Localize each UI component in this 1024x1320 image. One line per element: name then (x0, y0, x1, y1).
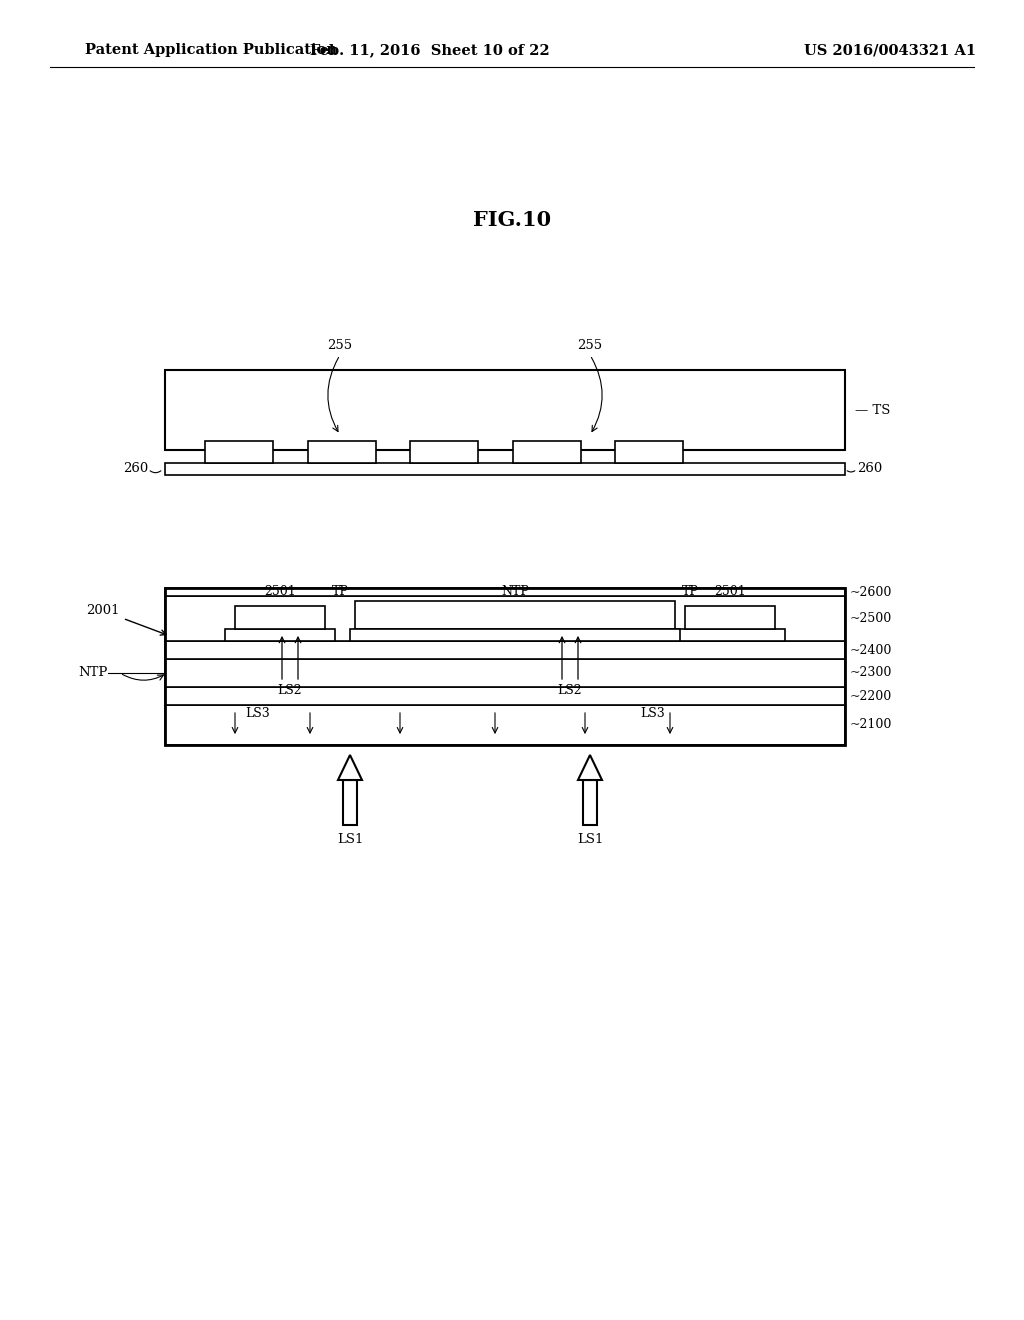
Text: NTP: NTP (79, 667, 108, 680)
Bar (225, 630, 335, 642)
Text: US 2016/0043321 A1: US 2016/0043321 A1 (804, 44, 976, 57)
Text: LS1: LS1 (577, 833, 603, 846)
Bar (308, 441, 376, 463)
Text: Feb. 11, 2016  Sheet 10 of 22: Feb. 11, 2016 Sheet 10 of 22 (310, 44, 550, 57)
Text: ~2300: ~2300 (850, 667, 892, 680)
Bar (350, 630, 680, 642)
Bar (583, 780, 597, 825)
Text: LS3: LS3 (245, 708, 269, 719)
Bar (675, 630, 785, 642)
Text: 255: 255 (328, 339, 352, 352)
Bar (410, 441, 478, 463)
Bar (165, 370, 845, 450)
Text: 2501: 2501 (264, 585, 296, 598)
Bar (615, 441, 683, 463)
Text: Patent Application Publication: Patent Application Publication (85, 44, 337, 57)
Bar (165, 705, 845, 744)
Bar (165, 463, 845, 475)
Bar (165, 686, 845, 705)
Text: ~2500: ~2500 (850, 612, 892, 624)
Bar (513, 441, 581, 463)
Text: 2501: 2501 (714, 585, 745, 598)
Text: NTP: NTP (501, 585, 529, 598)
Bar (165, 587, 845, 744)
Text: ~2400: ~2400 (850, 644, 892, 656)
Text: ~2200: ~2200 (850, 689, 892, 702)
Text: 2001: 2001 (86, 605, 166, 635)
Text: TP: TP (682, 585, 698, 598)
Bar (355, 601, 675, 630)
Text: FIG.10: FIG.10 (473, 210, 551, 230)
Polygon shape (338, 755, 362, 780)
Bar (205, 441, 273, 463)
Text: LS2: LS2 (558, 684, 583, 697)
Bar (234, 606, 325, 630)
Text: ~2600: ~2600 (850, 586, 892, 598)
Text: — TS: — TS (855, 404, 891, 417)
Bar (685, 606, 775, 630)
Text: 255: 255 (578, 339, 602, 352)
Bar (165, 659, 845, 686)
Text: LS3: LS3 (640, 708, 665, 719)
Polygon shape (578, 755, 602, 780)
Bar (165, 642, 845, 659)
Text: LS1: LS1 (337, 833, 364, 846)
Text: 260: 260 (857, 462, 883, 475)
Bar (343, 780, 357, 825)
Text: LS2: LS2 (278, 684, 302, 697)
Text: ~2100: ~2100 (850, 718, 892, 731)
Bar (165, 597, 845, 642)
Text: TP: TP (332, 585, 348, 598)
Text: 260: 260 (123, 462, 148, 475)
Bar (165, 587, 845, 597)
